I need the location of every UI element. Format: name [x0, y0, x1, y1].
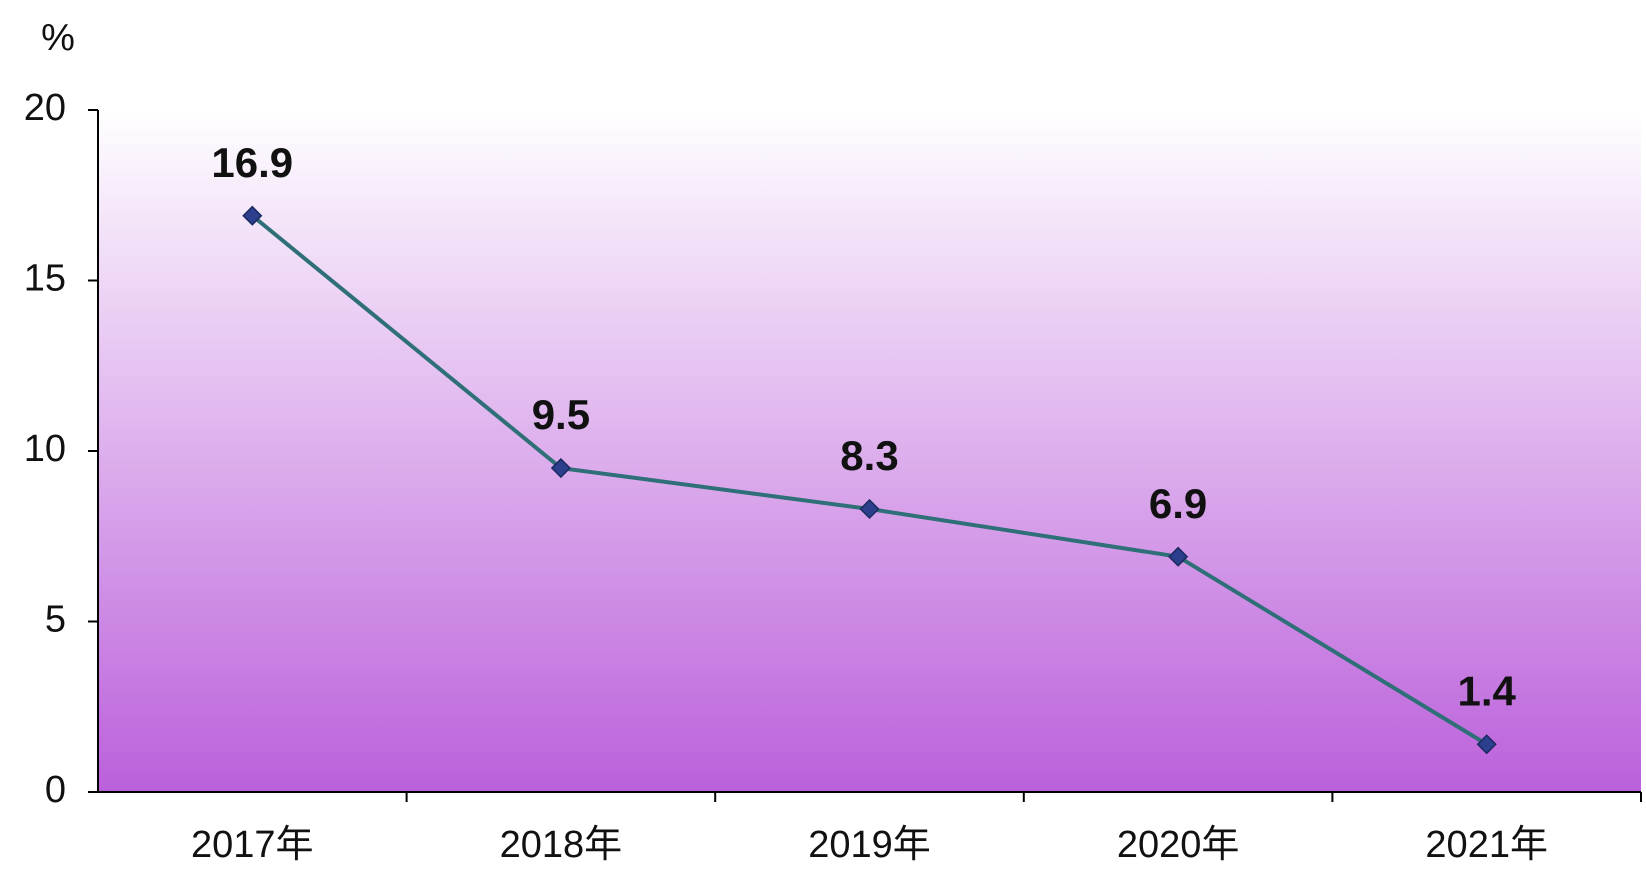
y-tick-label: 0: [45, 769, 66, 811]
x-tick-label: 2019年: [808, 824, 931, 866]
value-label: 8.3: [840, 432, 898, 479]
plot-area: [98, 110, 1641, 792]
x-tick-label: 2020年: [1117, 824, 1240, 866]
x-tick-label: 2018年: [500, 824, 623, 866]
marker: [859, 498, 880, 520]
x-tick-label: 2017年: [191, 824, 314, 866]
marker: [1168, 546, 1189, 567]
value-label: 1.4: [1458, 667, 1517, 714]
value-label: 16.9: [211, 139, 293, 186]
value-label: 6.9: [1149, 480, 1207, 527]
y-tick-label: 15: [24, 258, 66, 300]
x-tick-label: 2021年: [1425, 824, 1548, 866]
marker: [1476, 734, 1497, 755]
y-tick-label: 10: [24, 428, 66, 470]
marker: [550, 457, 571, 479]
y-axis-label: %: [41, 17, 75, 59]
y-tick-label: 5: [45, 599, 66, 641]
marker: [242, 205, 263, 226]
y-tick-label: 20: [24, 87, 66, 129]
value-label: 9.5: [532, 391, 590, 438]
